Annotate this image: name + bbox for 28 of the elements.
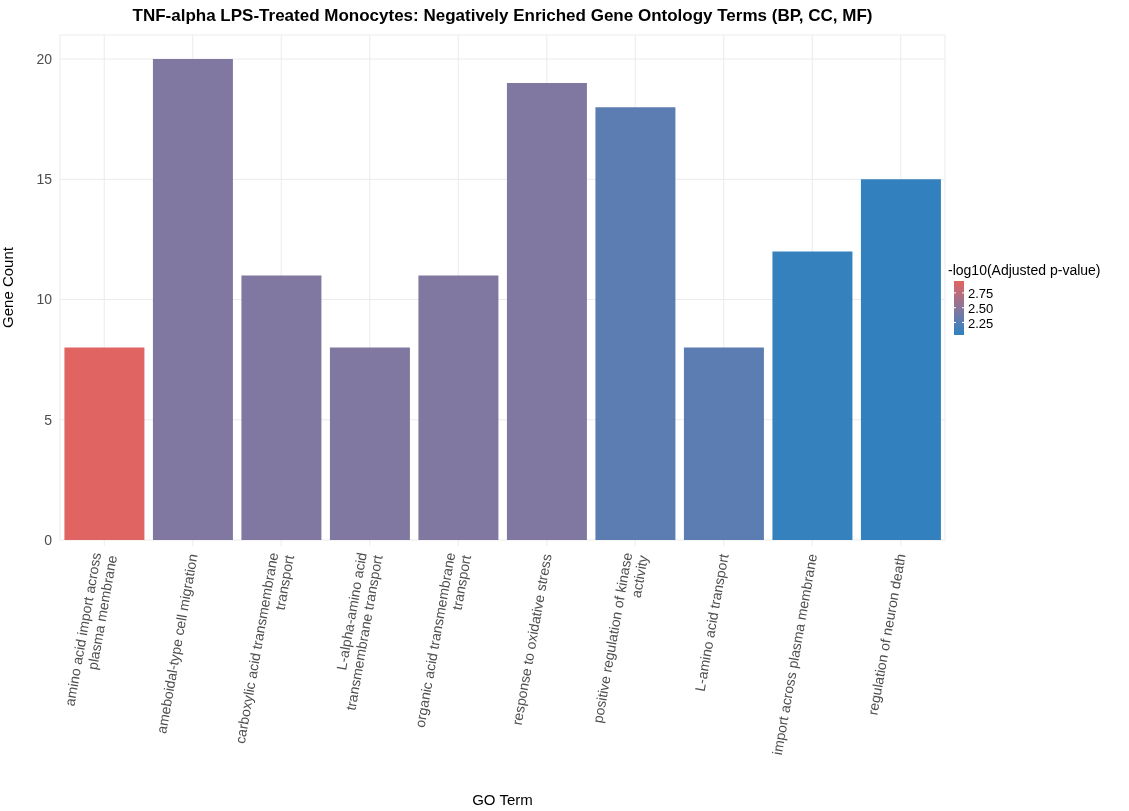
y-tick-label: 15	[36, 171, 53, 188]
x-tick-label: import across plasma membrane	[768, 552, 821, 757]
bar	[772, 251, 853, 540]
x-tick-label: amino acid import across plasma membrane	[61, 551, 121, 708]
x-tick-label: regulation of neuron death	[864, 552, 909, 717]
x-tick-label: response to oxidative stress	[508, 552, 555, 727]
color-bar-title: -log10(Adjusted p-value)	[948, 262, 1101, 278]
x-tick-label: L-amino acid transport	[691, 552, 732, 693]
bar	[241, 275, 322, 540]
x-axis-title: GO Term	[472, 791, 533, 808]
bar	[418, 275, 499, 540]
bar	[595, 107, 676, 540]
x-tick-label: positive regulation of kinase activity	[589, 551, 652, 725]
bar	[506, 83, 587, 540]
bar	[860, 179, 941, 540]
y-tick-label: 5	[44, 411, 53, 428]
chart-title: TNF-alpha LPS-Treated Monocytes: Negatively Enriched Gene Ontology Terms (BP, CC, MF)	[131, 6, 874, 26]
bar	[683, 347, 764, 540]
y-axis-title: Gene Count	[0, 246, 17, 328]
y-tick-label: 0	[44, 531, 53, 548]
bar	[329, 347, 410, 540]
y-tick-label: 10	[36, 291, 53, 308]
color-bar-label: 2.25	[968, 315, 994, 331]
bar	[64, 347, 145, 540]
color-bar-label: 2.50	[968, 300, 994, 316]
y-tick-label: 20	[36, 51, 53, 68]
color-bar-label: 2.75	[968, 285, 994, 301]
bar	[152, 59, 233, 540]
